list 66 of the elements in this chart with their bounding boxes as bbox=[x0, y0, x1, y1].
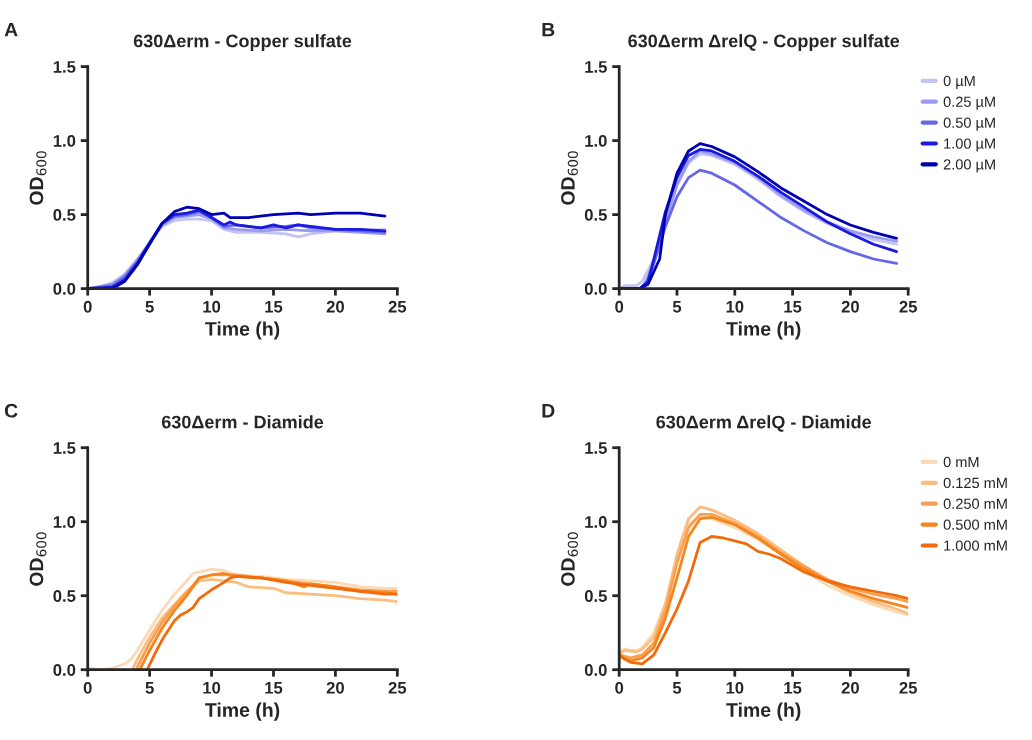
y-tick-label: 0.0 bbox=[53, 664, 76, 676]
text: D bbox=[542, 404, 555, 418]
x-tick-label: 20 bbox=[326, 300, 344, 313]
y-tick-label: 1.0 bbox=[585, 516, 607, 528]
x-tick-label: 15 bbox=[784, 301, 802, 313]
x-axis-title: Time (h) bbox=[205, 321, 280, 340]
x-tick-label: 10 bbox=[203, 300, 221, 313]
y-tick-label: 1.0 bbox=[585, 135, 607, 147]
x-tick-label: 25 bbox=[388, 300, 407, 313]
text: A bbox=[4, 22, 18, 37]
chart-title: 630Δerm ΔrelQ - Copper sulfate bbox=[628, 34, 900, 51]
x-tick-label: 10 bbox=[726, 300, 744, 313]
y-tick-label: 1.5 bbox=[585, 442, 607, 454]
x-tick-label: 5 bbox=[672, 682, 682, 694]
x-tick-label: 0 bbox=[83, 681, 92, 694]
y-tick-label: 0.5 bbox=[53, 590, 76, 602]
legend-label: 0 µM bbox=[943, 75, 975, 89]
x-tick-label: 15 bbox=[265, 682, 283, 694]
legend-label: 2.00 µM bbox=[943, 159, 995, 173]
x-axis-title: Time (h) bbox=[205, 702, 280, 721]
y-axis-title: OD$_{600}$ bbox=[29, 532, 47, 586]
legend-label: 0.500 mM bbox=[943, 519, 1007, 530]
y-tick-label: 1.5 bbox=[53, 61, 76, 73]
chart-title: 630Δerm - Copper sulfate bbox=[133, 34, 352, 51]
x-tick-label: 10 bbox=[726, 681, 744, 694]
x-tick-label: 10 bbox=[203, 681, 221, 694]
x-tick-label: 0 bbox=[83, 300, 92, 313]
legend-label: 0.50 µM bbox=[943, 117, 995, 131]
y-tick-label: 1.5 bbox=[53, 442, 76, 454]
x-axis-title: Time (h) bbox=[726, 321, 801, 340]
legend-label: 0 mM bbox=[943, 456, 979, 468]
x-tick-label: 5 bbox=[145, 682, 154, 694]
y-tick-label: 1.0 bbox=[53, 135, 76, 147]
y-tick-label: 0.5 bbox=[584, 590, 607, 602]
x-tick-label: 25 bbox=[899, 681, 917, 694]
y-axis-title: OD$_{600}$ bbox=[29, 151, 47, 205]
legend-label: 0.250 mM bbox=[943, 498, 1007, 509]
legend-label: 1.000 mM bbox=[944, 540, 1007, 551]
x-tick-label: 25 bbox=[388, 681, 407, 694]
x-tick-label: 25 bbox=[899, 300, 917, 313]
y-tick-label: 1.5 bbox=[585, 61, 607, 73]
chart-title: 630Δerm - Diamide bbox=[161, 415, 324, 429]
x-tick-label: 15 bbox=[784, 682, 802, 694]
x-tick-label: 5 bbox=[145, 301, 154, 313]
x-axis-title: Time (h) bbox=[726, 702, 801, 721]
text: B bbox=[542, 22, 555, 37]
x-tick-label: 20 bbox=[841, 300, 859, 313]
y-tick-label: 1.0 bbox=[53, 516, 76, 528]
y-tick-label: 0.5 bbox=[584, 209, 607, 221]
y-axis-title: OD$_{600}$ bbox=[561, 532, 578, 586]
x-tick-label: 20 bbox=[841, 681, 859, 694]
y-tick-label: 0.0 bbox=[53, 283, 76, 295]
text: C bbox=[4, 403, 18, 418]
y-axis-title: OD$_{600}$ bbox=[561, 151, 578, 205]
y-tick-label: 0.5 bbox=[53, 209, 76, 221]
x-tick-label: 20 bbox=[326, 681, 344, 694]
x-tick-label: 5 bbox=[672, 301, 682, 313]
y-tick-label: 0.0 bbox=[584, 664, 607, 676]
x-tick-label: 0 bbox=[615, 300, 624, 313]
legend-label: 0.25 µM bbox=[943, 96, 995, 110]
x-tick-label: 15 bbox=[265, 301, 283, 313]
x-tick-label: 0 bbox=[615, 681, 624, 694]
y-tick-label: 0.0 bbox=[584, 283, 607, 295]
legend-label: 0.125 mM bbox=[943, 477, 1007, 489]
chart-title: 630Δerm ΔrelQ - Diamide bbox=[656, 415, 872, 432]
legend-label: 1.00 µM bbox=[944, 138, 995, 152]
